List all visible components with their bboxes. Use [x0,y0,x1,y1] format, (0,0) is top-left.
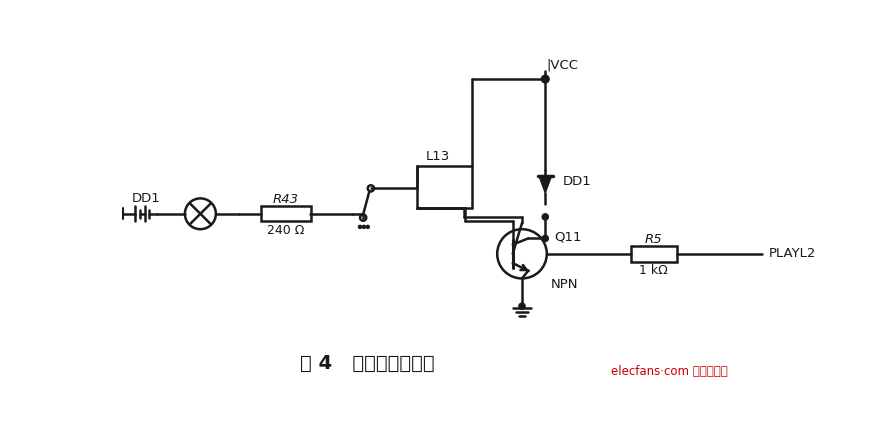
Text: R5: R5 [645,233,662,246]
Text: Q11: Q11 [554,230,582,243]
Text: 1 kΩ: 1 kΩ [639,264,668,277]
Bar [261,206,312,221]
Circle shape [541,75,549,83]
Circle shape [362,225,366,228]
Polygon shape [539,176,552,193]
Text: PLAYL2: PLAYL2 [768,247,816,260]
Circle shape [359,225,361,228]
Text: |VCC: |VCC [546,59,579,72]
Text: R43: R43 [272,193,299,206]
Bar [417,166,472,208]
Circle shape [519,303,525,309]
Text: elecfans·com 电子发烧友: elecfans·com 电子发烧友 [611,365,728,378]
Circle shape [542,235,548,241]
Bar [630,246,677,262]
Text: NPN: NPN [551,278,578,291]
Circle shape [366,225,369,228]
Text: 图 4   继电器控制电路: 图 4 继电器控制电路 [300,355,434,373]
Circle shape [542,214,548,220]
Text: L13: L13 [426,150,450,163]
Text: DD1: DD1 [132,192,160,205]
Text: 240 Ω: 240 Ω [267,224,304,237]
Text: DD1: DD1 [562,175,591,188]
